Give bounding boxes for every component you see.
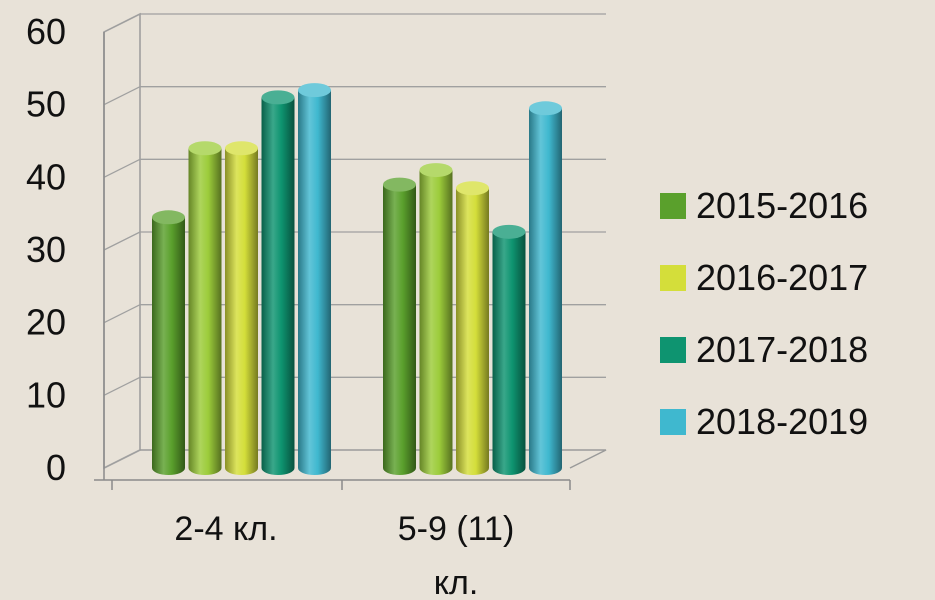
gridline-side (103, 231, 141, 251)
gridline-side (103, 304, 141, 324)
bar (492, 224, 526, 476)
legend-item: 2015-2016 (660, 170, 930, 242)
legend-label: 2015-2016 (696, 185, 869, 226)
legend-label: 2016-2017 (696, 257, 869, 298)
legend-swatch (660, 193, 686, 219)
x-category-label: 2-4 кл. (174, 510, 277, 548)
x-category-label: 5-9 (11) (398, 510, 515, 548)
bar (419, 163, 453, 476)
legend-swatch (660, 337, 686, 363)
y-tick-label: 40 (26, 156, 66, 197)
x-category-labels: 2-4 кл. 5-9 (11) кл. (174, 510, 514, 600)
gridline-side (103, 449, 141, 469)
bar (261, 90, 295, 476)
bar (152, 210, 185, 476)
y-tick-label: 50 (26, 84, 66, 125)
bar (298, 83, 331, 476)
bar (383, 177, 416, 476)
legend-label: 2017-2018 (696, 329, 869, 370)
axes (94, 32, 571, 490)
gridline-side (103, 158, 141, 178)
legend-item: 2018-2019 (660, 386, 930, 458)
legend-swatch (660, 409, 686, 435)
bar (225, 141, 258, 476)
gridline-side (103, 13, 141, 33)
legend-swatch (660, 265, 686, 291)
gridline-side (103, 86, 141, 106)
y-tick-labels: 0 10 20 30 40 50 60 (26, 11, 66, 488)
bar (529, 101, 562, 476)
x-category-label: кл. (434, 564, 479, 600)
y-tick-label: 20 (26, 302, 66, 343)
bar (188, 141, 222, 476)
legend-item: 2017-2018 (660, 314, 930, 386)
gridline-side (103, 376, 141, 396)
legend-item: 2016-2017 (660, 242, 930, 314)
bars (152, 83, 562, 476)
y-tick-label: 0 (46, 447, 66, 488)
bar (456, 181, 489, 476)
legend-label: 2018-2019 (696, 401, 869, 442)
y-tick-label: 10 (26, 374, 66, 415)
y-tick-label: 30 (26, 229, 66, 270)
y-tick-label: 60 (26, 11, 66, 52)
legend: 2015-2016 2016-2017 2017-2018 2018-2019 (660, 170, 930, 458)
